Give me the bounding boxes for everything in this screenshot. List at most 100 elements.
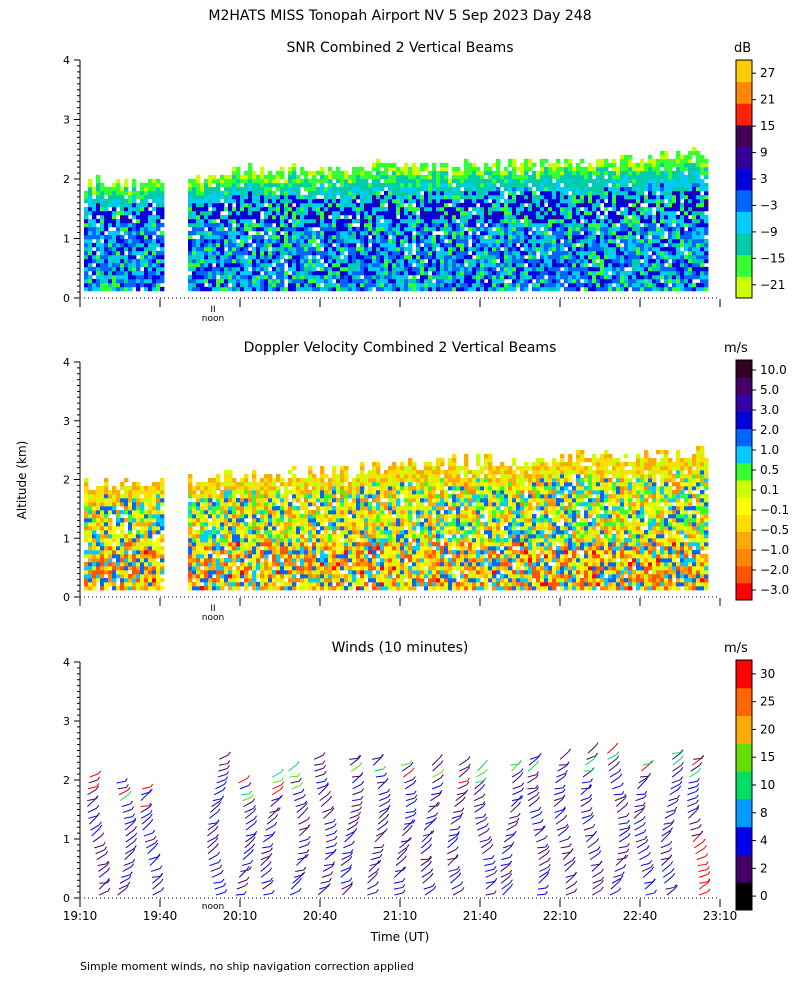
heatmap-cell bbox=[572, 226, 577, 232]
heatmap-cell bbox=[504, 274, 509, 280]
heatmap-cell bbox=[360, 266, 365, 272]
heatmap-cell bbox=[340, 194, 345, 200]
heatmap-cell bbox=[440, 182, 445, 188]
heatmap-cell bbox=[216, 266, 221, 272]
heatmap-cell bbox=[124, 202, 129, 208]
heatmap-cell bbox=[564, 266, 569, 272]
heatmap-cell bbox=[100, 585, 105, 591]
heatmap-cell bbox=[624, 186, 629, 192]
heatmap-cell bbox=[352, 266, 357, 272]
heatmap-cell bbox=[240, 234, 245, 240]
heatmap-cell bbox=[528, 266, 533, 272]
heatmap-cell bbox=[240, 190, 245, 196]
heatmap-cell bbox=[384, 222, 389, 228]
heatmap-cell bbox=[576, 250, 581, 256]
heatmap-cell bbox=[284, 270, 289, 276]
heatmap-cell bbox=[192, 282, 197, 288]
heatmap-cell bbox=[440, 198, 445, 204]
heatmap-cell bbox=[148, 557, 153, 563]
heatmap-cell bbox=[380, 246, 385, 252]
heatmap-cell bbox=[204, 581, 209, 587]
heatmap-cell bbox=[556, 190, 561, 196]
heatmap-cell bbox=[100, 206, 105, 212]
heatmap-cell bbox=[236, 286, 241, 292]
heatmap-cell bbox=[480, 190, 485, 196]
heatmap-cell bbox=[132, 230, 137, 236]
heatmap-cell bbox=[120, 553, 125, 559]
heatmap-cell bbox=[152, 489, 157, 495]
heatmap-cell bbox=[496, 170, 501, 176]
heatmap-cell bbox=[200, 230, 205, 236]
heatmap-cell bbox=[120, 509, 125, 515]
heatmap-cell bbox=[236, 218, 241, 224]
heatmap-cell bbox=[244, 282, 249, 288]
heatmap-cell bbox=[148, 541, 153, 547]
heatmap-cell bbox=[148, 286, 153, 292]
heatmap-cell bbox=[324, 278, 329, 284]
heatmap-cell bbox=[328, 258, 333, 264]
heatmap-cell bbox=[580, 258, 585, 264]
heatmap-cell bbox=[360, 178, 365, 184]
heatmap-cell bbox=[472, 286, 477, 292]
heatmap-cell bbox=[376, 282, 381, 288]
heatmap-cell bbox=[580, 274, 585, 280]
heatmap-cell bbox=[676, 266, 681, 272]
heatmap-cell bbox=[432, 258, 437, 264]
heatmap-cell bbox=[432, 242, 437, 248]
heatmap-cell bbox=[416, 222, 421, 228]
heatmap-cell bbox=[320, 230, 325, 236]
heatmap-cell bbox=[556, 214, 561, 220]
heatmap-cell bbox=[448, 222, 453, 228]
heatmap-cell bbox=[576, 238, 581, 244]
heatmap-cell bbox=[548, 258, 553, 264]
heatmap-cell bbox=[472, 262, 477, 268]
heatmap-cell bbox=[500, 206, 505, 212]
heatmap-cell bbox=[696, 282, 701, 288]
colorbar-swatch bbox=[736, 254, 752, 277]
heatmap-cell bbox=[100, 577, 105, 583]
heatmap-cell bbox=[460, 194, 465, 200]
heatmap-cell bbox=[204, 286, 209, 292]
heatmap-cell bbox=[220, 226, 225, 232]
heatmap-cell bbox=[544, 238, 549, 244]
heatmap-cell bbox=[324, 178, 329, 184]
heatmap-cell bbox=[204, 230, 209, 236]
heatmap-cell bbox=[604, 182, 609, 188]
heatmap-cell bbox=[680, 250, 685, 256]
heatmap-cell bbox=[200, 258, 205, 264]
heatmap-cell bbox=[432, 254, 437, 260]
heatmap-cell bbox=[108, 190, 113, 196]
heatmap-cell bbox=[196, 174, 201, 180]
heatmap-cell bbox=[148, 190, 153, 196]
heatmap-cell bbox=[636, 178, 641, 184]
heatmap-cell bbox=[428, 246, 433, 252]
heatmap-cell bbox=[556, 266, 561, 272]
heatmap-cell bbox=[260, 170, 265, 176]
heatmap-cell bbox=[356, 270, 361, 276]
heatmap-cell bbox=[136, 517, 141, 523]
heatmap-cell bbox=[548, 218, 553, 224]
heatmap-cell bbox=[692, 210, 697, 216]
heatmap-cell bbox=[704, 158, 709, 164]
heatmap-cell bbox=[304, 250, 309, 256]
heatmap-cell bbox=[312, 254, 317, 260]
heatmap-cell bbox=[100, 533, 105, 539]
heatmap-cell bbox=[552, 170, 557, 176]
heatmap-cell bbox=[400, 238, 405, 244]
heatmap-cell bbox=[404, 162, 409, 168]
heatmap-cell bbox=[312, 178, 317, 184]
heatmap-cell bbox=[680, 190, 685, 196]
heatmap-cell bbox=[608, 286, 613, 292]
heatmap-cell bbox=[672, 238, 677, 244]
heatmap-cell bbox=[352, 186, 357, 192]
heatmap-cell bbox=[332, 174, 337, 180]
heatmap-cell bbox=[380, 242, 385, 248]
heatmap-cell bbox=[116, 509, 121, 515]
heatmap-cell bbox=[392, 266, 397, 272]
heatmap-cell bbox=[468, 254, 473, 260]
heatmap-cell bbox=[204, 190, 209, 196]
heatmap-cell bbox=[628, 222, 633, 228]
heatmap-cell bbox=[312, 198, 317, 204]
heatmap-cell bbox=[200, 206, 205, 212]
heatmap-cell bbox=[484, 166, 489, 172]
